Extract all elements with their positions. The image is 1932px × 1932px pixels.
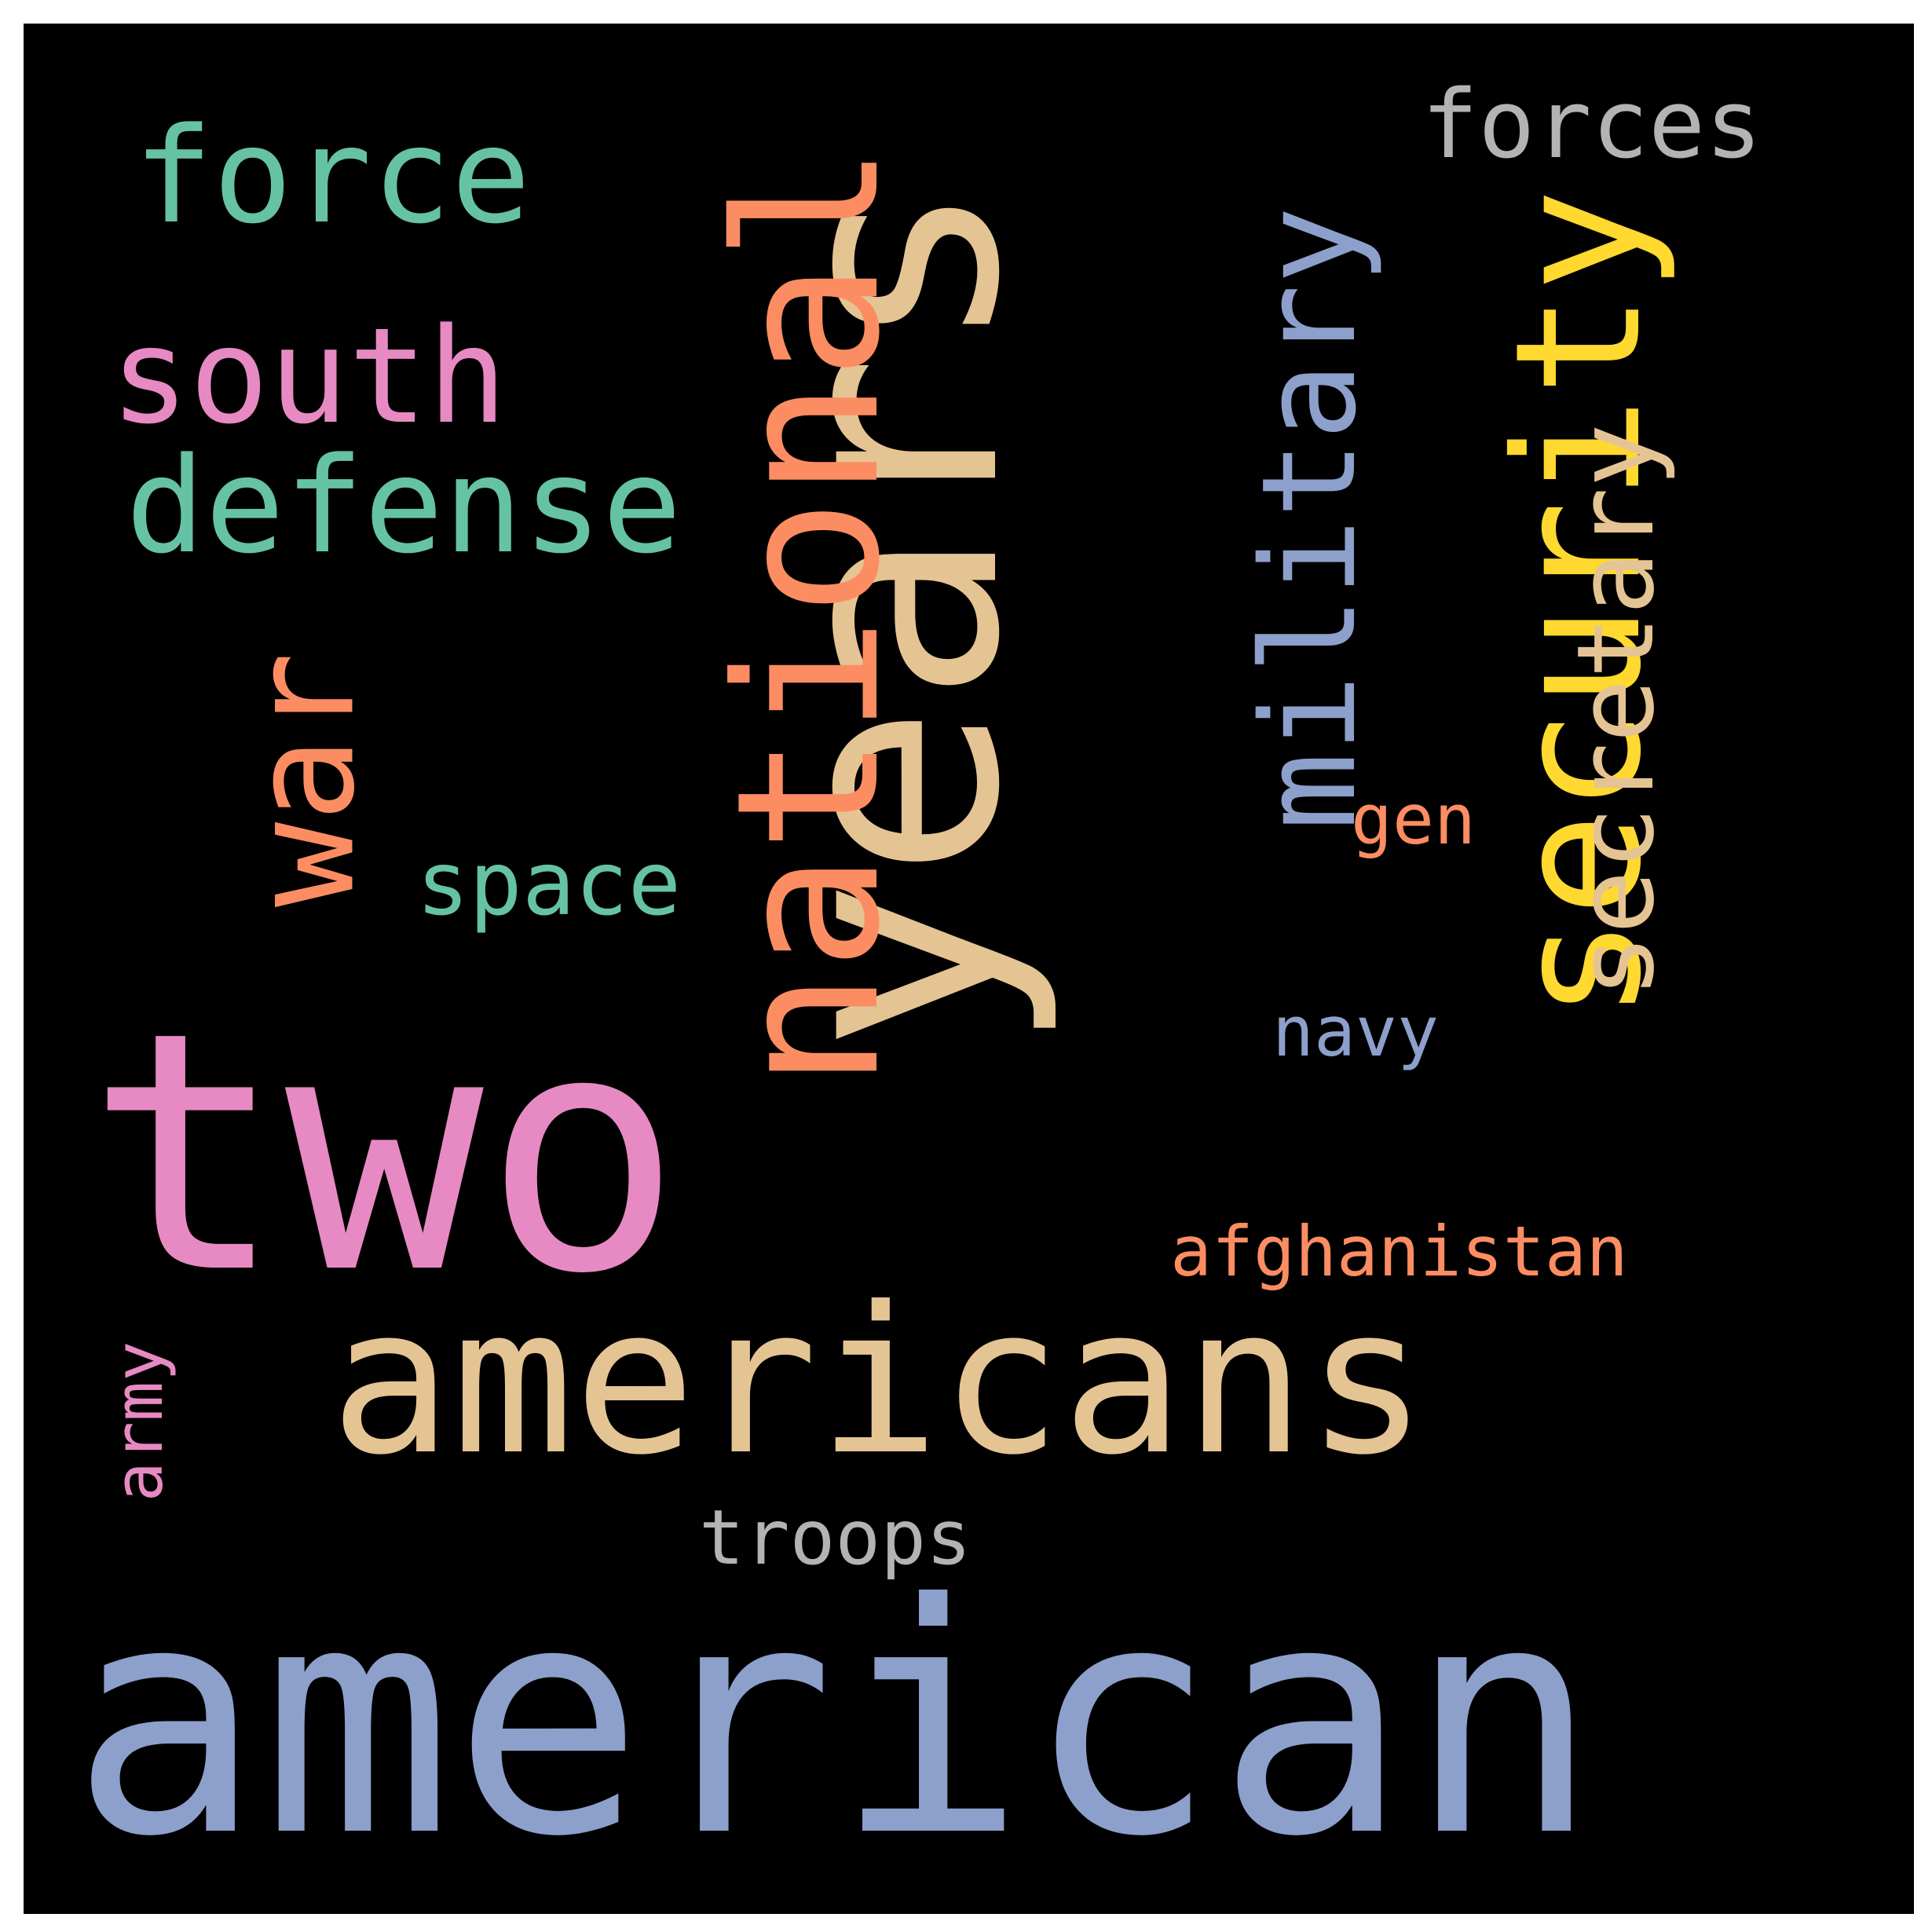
- word-national: national: [694, 143, 923, 1090]
- word-defense: defense: [126, 429, 682, 583]
- word-south: south: [110, 299, 507, 453]
- word-space: space: [416, 833, 682, 935]
- word-troops: troops: [699, 1494, 971, 1582]
- word-americans: americans: [330, 1264, 1428, 1499]
- word-force: force: [134, 99, 531, 253]
- word-secretary: secretary: [1554, 423, 1678, 998]
- word-navy: navy: [1272, 991, 1439, 1072]
- word-afghanistan: afghanistan: [1170, 1211, 1628, 1292]
- word-army: army: [101, 1341, 178, 1502]
- word-military: military: [1234, 206, 1385, 831]
- word-forces: forces: [1422, 71, 1762, 180]
- word-american: american: [71, 1537, 1599, 1906]
- word-cloud: american two americans force south defen…: [24, 24, 1914, 1914]
- word-two: two: [86, 962, 682, 1346]
- word-war: war: [221, 651, 386, 908]
- word-gen: gen: [1351, 779, 1476, 860]
